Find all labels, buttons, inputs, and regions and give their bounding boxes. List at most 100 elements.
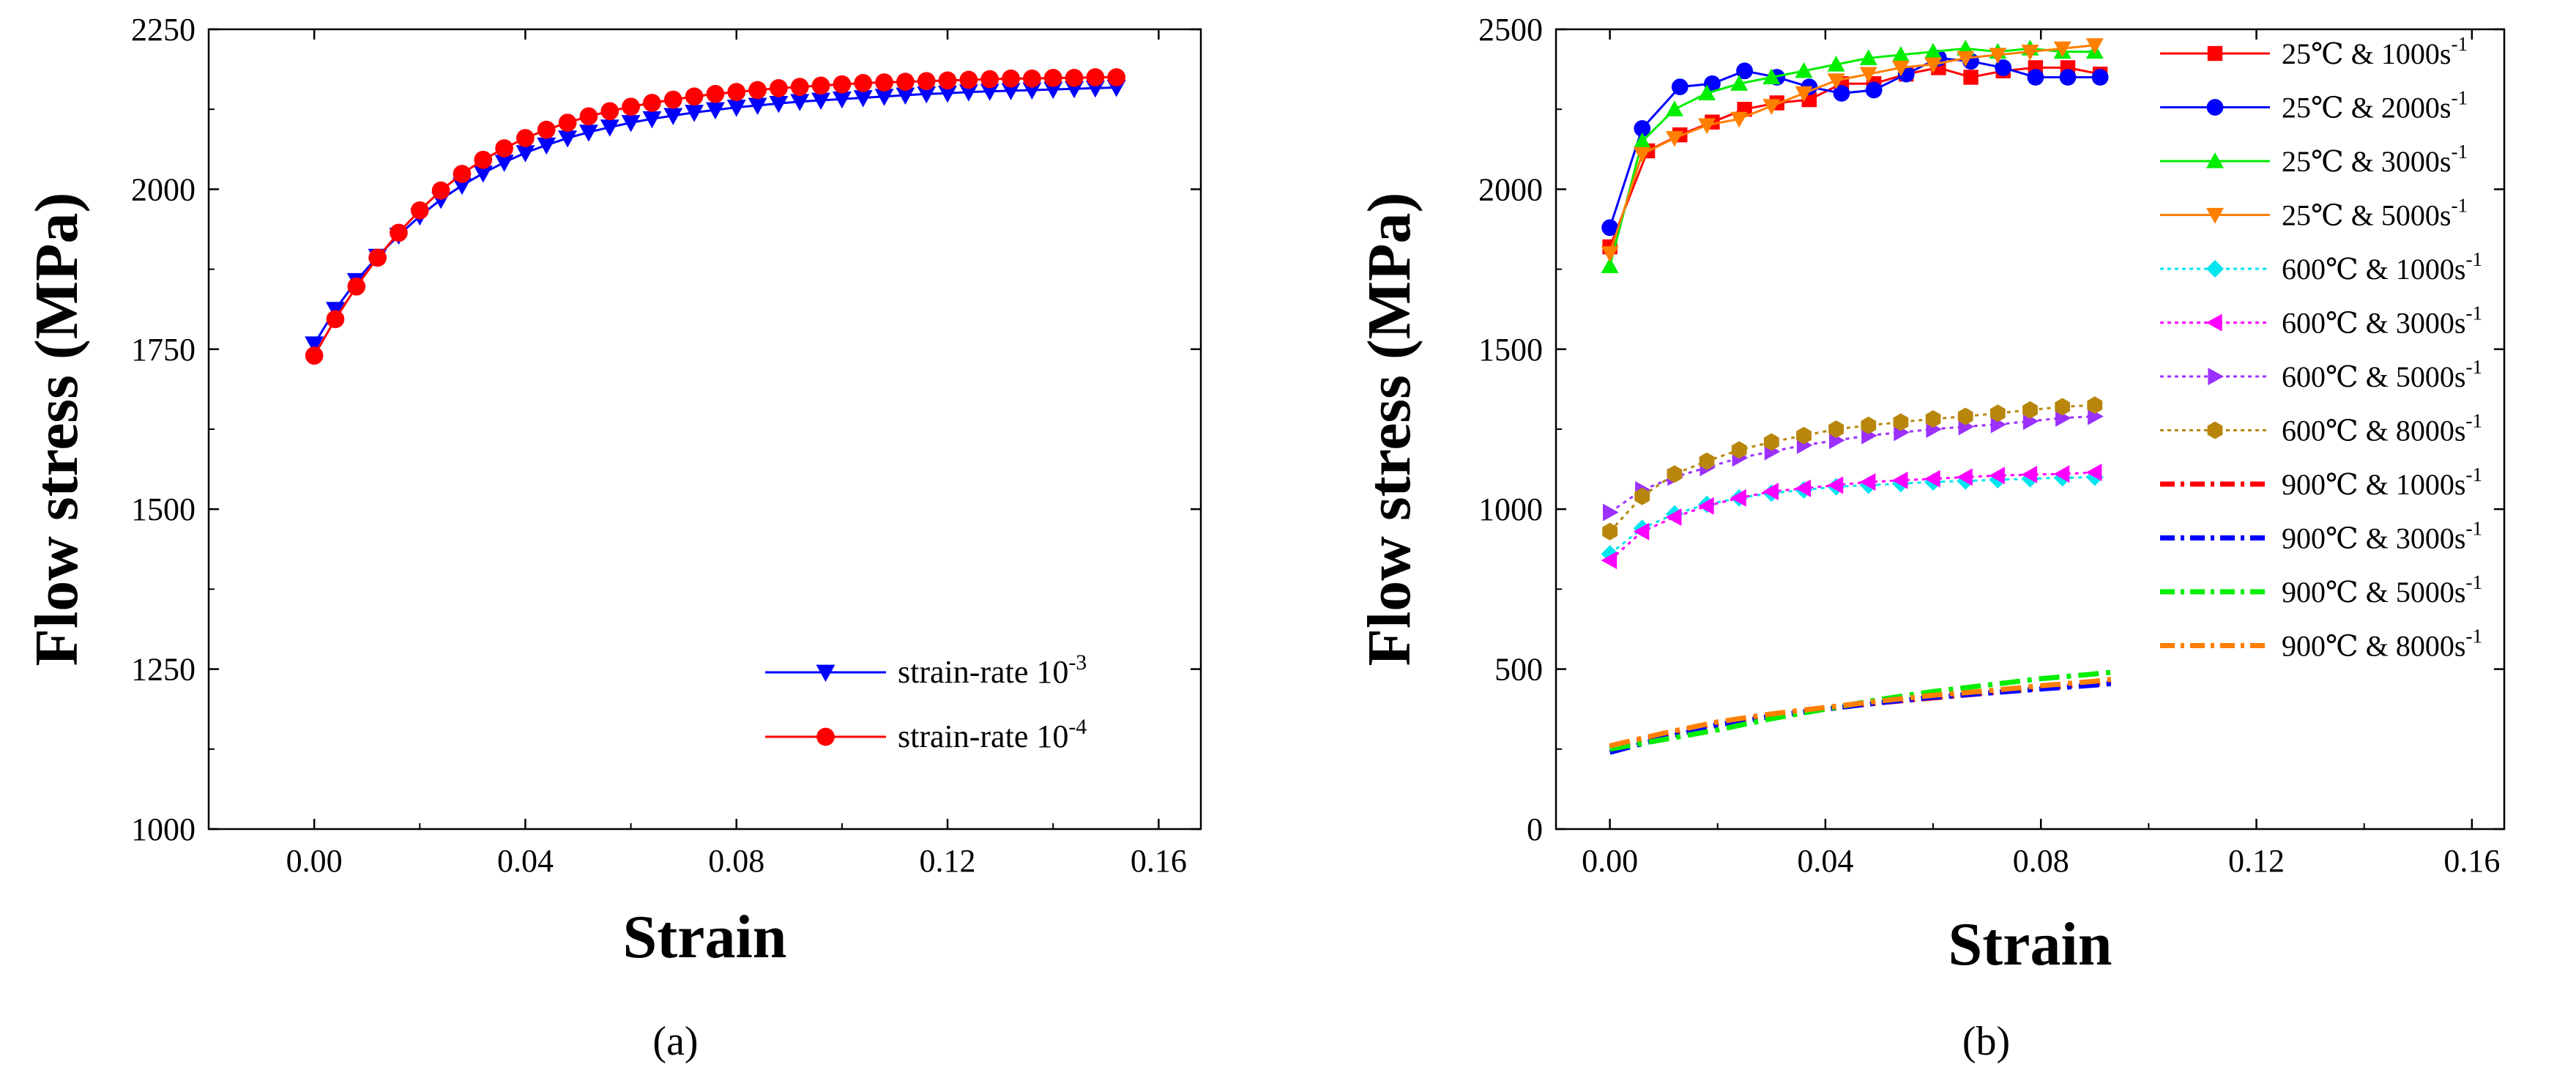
panel-a-label: (a) <box>652 1019 698 1064</box>
data-point <box>1736 62 1753 80</box>
panel-b-series-25c-3000s-1 <box>1601 40 2104 273</box>
data-point <box>2085 463 2102 481</box>
data-point <box>621 115 641 133</box>
data-point <box>1925 410 1941 428</box>
panel-b-x-tick-label: 0.16 <box>2443 843 2500 879</box>
data-point <box>347 277 366 296</box>
data-point <box>1924 57 1943 74</box>
panel-b-y-tick-label: 2500 <box>1478 12 1543 48</box>
series-line <box>1609 47 2095 267</box>
legend-item-600c-1000s-1: 600℃ & 1000s-1 <box>2160 248 2482 286</box>
legend-marker <box>2206 207 2224 224</box>
data-point <box>1891 45 1910 62</box>
data-point <box>1001 83 1021 100</box>
data-point <box>1665 100 1683 116</box>
legend-marker <box>2206 99 2224 116</box>
legend-item-25c-3000s-1: 25℃ & 3000s-1 <box>2160 141 2468 178</box>
legend-label: strain-rate 10-4 <box>898 715 1087 754</box>
legend-item-900c-8000s-1: 900℃ & 8000s-1 <box>2160 625 2482 663</box>
data-point <box>1957 468 1973 486</box>
data-point <box>453 165 472 183</box>
data-point <box>685 87 704 106</box>
data-point <box>833 75 852 94</box>
series-line <box>1609 669 2112 752</box>
data-point <box>600 119 619 137</box>
data-point <box>980 70 999 89</box>
panel-b-y-tick-label: 1000 <box>1478 491 1543 527</box>
data-point <box>1795 86 1813 103</box>
panel-b-series-600c-3000s-1 <box>1601 463 2102 570</box>
data-point <box>980 83 999 101</box>
legend-item-900c-1000s-1: 900℃ & 1000s-1 <box>2160 464 2482 501</box>
data-point <box>1633 132 1651 149</box>
panel-a-y-tick-label: 1750 <box>131 332 196 368</box>
data-point <box>1699 452 1715 470</box>
panel-b-legend: 25℃ & 1000s-1 25℃ & 2000s-1 25℃ & 3000s-1 2… <box>2160 33 2482 663</box>
legend-label: 600℃ & 1000s-1 <box>2282 248 2482 286</box>
legend-item-strain-rate-10-4: strain-rate 10-4 <box>765 715 1087 754</box>
data-point <box>368 248 387 267</box>
data-point <box>1633 522 1650 540</box>
data-point <box>2091 69 2109 86</box>
data-point <box>938 85 958 103</box>
data-point <box>1891 471 1908 489</box>
data-point <box>1924 469 1940 488</box>
data-point <box>663 90 682 109</box>
data-point <box>495 139 513 157</box>
legend-label: 900℃ & 3000s-1 <box>2282 518 2482 555</box>
data-point <box>1602 522 1618 540</box>
data-point <box>1671 78 1689 96</box>
panel-a-x-tick-label: 0.16 <box>1131 843 1187 879</box>
data-point <box>896 87 915 105</box>
data-point <box>1859 49 1877 65</box>
data-point <box>1107 68 1126 86</box>
legend-item-25c-1000s-1: 25℃ & 1000s-1 <box>2160 33 2468 70</box>
data-point <box>1924 42 1943 59</box>
panel-b-x-tick-label: 0.08 <box>2013 843 2069 879</box>
data-point <box>959 70 978 89</box>
series-line <box>1609 44 2095 254</box>
data-point <box>1043 69 1062 87</box>
data-point <box>1022 82 1042 100</box>
data-point <box>558 114 577 132</box>
panel-b-y-axis-label: Flow stress (MPa) <box>1355 193 1423 666</box>
data-point <box>642 111 662 129</box>
data-point <box>917 72 936 91</box>
panel-b-series-900c-8000s-1 <box>1609 677 2112 748</box>
panel-b-y-tick-label: 500 <box>1494 652 1543 688</box>
data-point <box>1762 99 1781 115</box>
legend-marker <box>2206 152 2224 168</box>
data-point <box>1601 219 1618 237</box>
data-point <box>726 100 746 117</box>
data-point <box>811 76 830 95</box>
data-point <box>1601 257 1619 273</box>
data-point <box>958 84 978 102</box>
data-point <box>1827 73 1845 89</box>
legend-item-900c-5000s-1: 900℃ & 5000s-1 <box>2160 571 2482 609</box>
data-point <box>2053 41 2071 58</box>
data-point <box>1957 407 1973 426</box>
data-point <box>1043 81 1063 100</box>
data-point <box>578 125 598 142</box>
data-point <box>1601 246 1619 262</box>
panel-b-series-600c-5000s-1 <box>1602 407 2104 521</box>
data-point <box>1665 130 1683 147</box>
legend-marker <box>2207 421 2223 439</box>
data-point <box>2021 44 2039 61</box>
data-point <box>474 150 493 169</box>
data-point <box>790 78 809 96</box>
data-point <box>1865 81 1883 99</box>
data-point <box>1763 433 1779 451</box>
legend-label: strain-rate 10-3 <box>898 650 1087 690</box>
panel-b-x-tick-label: 0.00 <box>1582 843 1638 879</box>
panel-a-y-tick-label: 1500 <box>131 491 196 527</box>
legend-item-25c-5000s-1: 25℃ & 5000s-1 <box>2160 195 2468 232</box>
legend-label: 25℃ & 5000s-1 <box>2282 195 2468 232</box>
data-point <box>1795 62 1813 78</box>
data-point <box>1698 497 1714 515</box>
data-point <box>770 79 788 97</box>
data-point <box>1731 441 1747 459</box>
data-point <box>2027 69 2044 86</box>
data-point <box>1698 118 1716 135</box>
data-point <box>832 91 852 109</box>
